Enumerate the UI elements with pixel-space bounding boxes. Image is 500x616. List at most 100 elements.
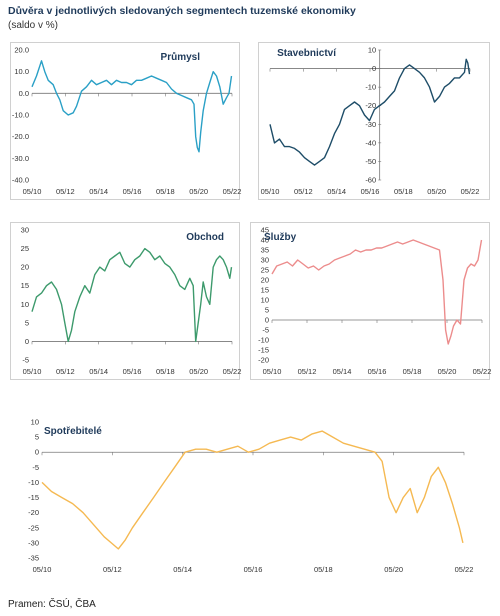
panel-frame [10,42,240,200]
x-tick-label: 05/20 [189,367,208,376]
panel-title: Stavebnictví [277,48,337,59]
x-tick-label: 05/20 [384,565,403,574]
x-tick-label: 05/20 [189,187,208,196]
y-tick-label: 5 [265,306,269,315]
y-tick-label: -35 [28,554,39,563]
panel-title: Služby [264,232,297,243]
y-tick-label: 20.0 [14,46,29,55]
y-tick-label: 0 [372,64,376,73]
y-tick-label: 0 [25,337,29,346]
x-tick-label: 05/22 [223,367,242,376]
panel-title: Průmysl [161,51,201,63]
series-line-prumysl [31,60,233,153]
x-tick-label: 05/10 [23,367,42,376]
x-tick-label: 05/14 [327,187,346,196]
y-tick-label: 20 [261,276,269,285]
x-tick-label: 05/14 [89,367,108,376]
x-tick-label: 05/22 [461,187,480,196]
x-tick-label: 05/16 [244,565,263,574]
y-tick-label: -10 [28,478,39,487]
x-tick-label: 05/10 [263,367,282,376]
y-tick-label: 45 [261,226,269,235]
y-tick-label: -15 [28,493,39,502]
x-tick-label: 05/16 [123,187,142,196]
chart-title: Důvěra v jednotlivých sledovaných segmen… [8,5,356,17]
y-tick-label: -10.0 [12,111,29,120]
x-tick-label: 05/18 [314,565,333,574]
y-tick-label: 20 [21,263,29,272]
y-tick-label: -50 [365,157,376,166]
x-tick-label: 05/12 [294,187,313,196]
panel-title: Obchod [186,232,224,243]
y-tick-label: -30 [365,120,376,129]
y-tick-label: 10 [21,300,29,309]
x-tick-label: 05/16 [361,187,380,196]
panel-stavebnictvi: 10 0 -10 -20 -30 -40 -50 -60 05/10 05/12 05/14 05/1… [258,42,490,200]
x-tick-label: 05/18 [394,187,413,196]
y-tick-label: -15 [258,346,269,355]
x-tick-label: 05/22 [473,367,492,376]
y-tick-label: -20 [258,356,269,365]
y-tick-label: -10 [365,83,376,92]
x-tick-label: 05/20 [438,367,457,376]
x-tick-label: 05/12 [56,367,75,376]
series-line-stavebnictvi [269,58,471,166]
panel-obchod: 30 25 20 15 10 5 0 -5 05/10 05/12 05/14 05/16 05/18 0… [10,222,242,380]
source-note: Pramen: ČSÚ, ČBA [8,599,96,610]
y-tick-label: -5 [32,463,39,472]
panel-frame [250,222,490,380]
y-tick-label: 0 [35,448,39,457]
y-tick-label: 5 [25,318,29,327]
x-tick-label: 05/18 [403,367,422,376]
series-line-obchod [31,247,233,343]
y-tick-label: 10 [31,418,39,427]
y-tick-label: -25 [28,523,39,532]
y-tick-label: -40.0 [12,176,29,185]
y-tick-label: -40 [365,138,376,147]
y-tick-label: 5 [35,433,39,442]
series-line-sluzby [271,239,483,345]
x-tick-label: 05/22 [223,187,242,196]
x-tick-label: 05/14 [89,187,108,196]
panel-spotrebitele: 10 5 0 -5 -10 -15 -20 -25 -30 -35 05/10 05/12 05/14 0… [28,418,474,575]
x-tick-label: 05/22 [455,565,474,574]
y-tick-label: 25 [21,244,29,253]
panel-title: Spotřebitelé [44,426,102,437]
y-tick-label: 0 [265,316,269,325]
x-tick-label: 05/18 [156,187,175,196]
panel-prumysl: 20.0 10.0 0.0 -10.0 -20.0 -30.0 -40.0 05/10 05/1… [10,42,242,200]
y-tick-label: 30 [261,256,269,265]
y-tick-label: -20.0 [12,132,29,141]
y-tick-label: -30 [28,538,39,547]
x-tick-label: 05/14 [173,565,192,574]
panel-frame [10,222,240,380]
y-tick-label: 10 [368,46,376,55]
y-tick-label: -30.0 [12,154,29,163]
x-tick-label: 05/16 [368,367,387,376]
y-tick-label: 10 [261,296,269,305]
x-tick-label: 05/18 [156,367,175,376]
y-tick-label: -20 [28,508,39,517]
y-tick-label: 0.0 [19,89,29,98]
y-tick-label: 25 [261,266,269,275]
y-tick-label: 30 [21,226,29,235]
y-tick-label: 40 [261,236,269,245]
chart-subtitle: (saldo v %) [8,20,59,31]
x-tick-label: 05/12 [103,565,122,574]
y-tick-label: -60 [365,176,376,185]
y-tick-label: 15 [21,281,29,290]
y-tick-label: -5 [22,356,29,365]
x-tick-label: 05/16 [123,367,142,376]
y-tick-label: -10 [258,336,269,345]
x-tick-label: 05/10 [33,565,52,574]
y-tick-label: 10.0 [14,67,29,76]
x-tick-label: 05/20 [427,187,446,196]
x-tick-label: 05/12 [298,367,317,376]
x-tick-label: 05/10 [23,187,42,196]
x-tick-label: 05/12 [56,187,75,196]
series-line-spotrebitele [41,430,464,550]
x-tick-label: 05/14 [333,367,352,376]
y-tick-label: 15 [261,286,269,295]
y-tick-label: 35 [261,246,269,255]
